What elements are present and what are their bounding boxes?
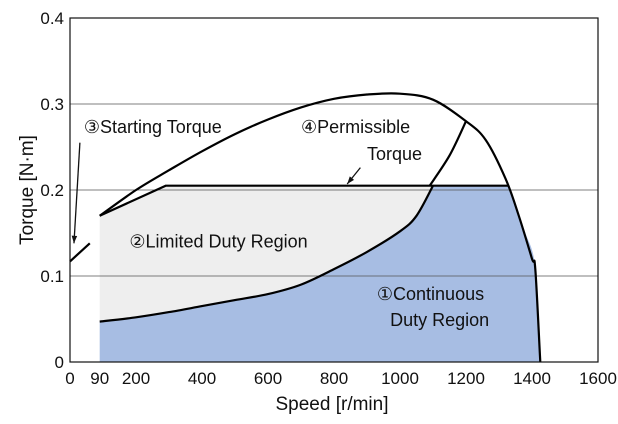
x-tick-label-0: 0 — [65, 369, 74, 388]
x-tick-label-600: 600 — [254, 369, 282, 388]
annotations: ①Continuous Duty Region ②Limited Duty Regi… — [71, 117, 489, 330]
label-starting-torque: ③Starting Torque — [84, 117, 222, 137]
arrow-starting-torque-line — [73, 142, 81, 244]
label-permissible-torque: ④Permissible — [301, 117, 410, 137]
label-limited-duty-region: ②Limited Duty Region — [129, 232, 307, 252]
continuous-duty-region-fill — [99, 185, 541, 362]
y-tick-label-0.4: 0.4 — [40, 9, 64, 28]
tick-labels: 0 90 200 400 600 800 1000 1200 1400 1600 0 0.1 0.2 0.… — [40, 9, 617, 388]
arrow-permissible-torque-head — [347, 176, 355, 184]
continuous-duty-curve — [99, 185, 434, 323]
axes — [69, 17, 599, 363]
label-continuous-duty-region: ①Continuous — [377, 284, 484, 304]
y-tick-label-0.3: 0.3 — [40, 95, 64, 114]
permissible-torque-inner-curve — [428, 120, 467, 187]
x-tick-label-800: 800 — [320, 369, 348, 388]
plot-frame — [69, 17, 599, 363]
x-tick-label-1400: 1400 — [513, 369, 551, 388]
y-tick-label-0: 0 — [55, 353, 64, 372]
series-lines — [69, 92, 542, 363]
x-tick-label-200: 200 — [122, 369, 150, 388]
y-tick-label-0.2: 0.2 — [40, 181, 64, 200]
starting-torque-line — [69, 242, 91, 263]
x-tick-label-400: 400 — [188, 369, 216, 388]
torque-limit-line — [99, 184, 509, 217]
region-fills — [99, 185, 541, 362]
x-tick-label-90: 90 — [90, 369, 109, 388]
y-axis-title: Torque [N·m] — [17, 135, 38, 245]
label-permissible-torque-line2: Torque — [367, 144, 422, 164]
arrow-starting-torque-head — [71, 235, 78, 244]
x-tick-label-1600: 1600 — [579, 369, 617, 388]
x-tick-label-1000: 1000 — [381, 369, 419, 388]
y-tick-label-0.1: 0.1 — [40, 267, 64, 286]
permissible-torque-curve — [99, 92, 542, 363]
label-continuous-duty-region-line2: Duty Region — [390, 310, 489, 330]
limited-duty-region-fill — [99, 185, 509, 322]
x-axis-title: Speed [r/min] — [276, 394, 389, 415]
x-tick-label-1200: 1200 — [447, 369, 485, 388]
